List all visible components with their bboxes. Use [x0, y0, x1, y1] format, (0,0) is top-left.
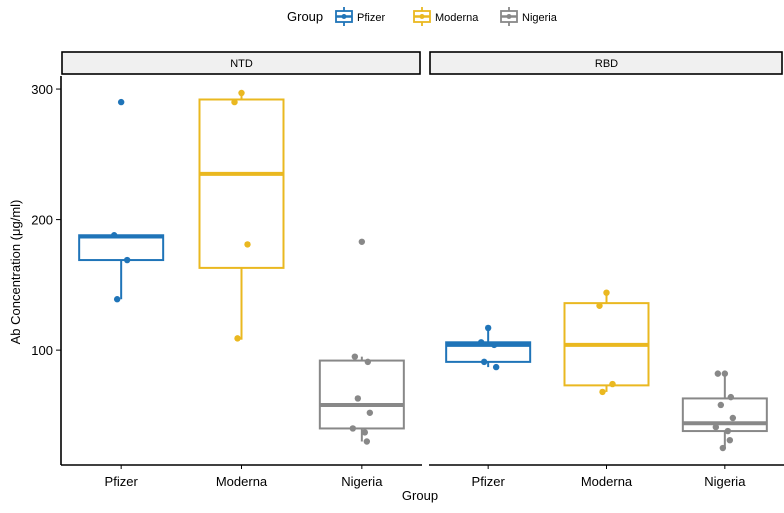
legend-item-pfizer: Pfizer [335, 7, 385, 26]
x-tick-label: Pfizer [105, 474, 139, 489]
box [681, 397, 768, 433]
data-point [596, 302, 603, 309]
data-point [712, 423, 720, 431]
x-tick-label: Pfizer [472, 474, 506, 489]
y-tick-label: 300 [31, 82, 53, 97]
data-point [110, 232, 118, 239]
data-point [351, 353, 359, 360]
legend-key-point [419, 14, 425, 19]
x-tick-label: Nigeria [341, 474, 383, 489]
data-point [726, 436, 734, 444]
x-tick-label: Nigeria [704, 474, 746, 489]
data-point [729, 414, 737, 422]
data-point [599, 388, 606, 396]
data-point [724, 427, 732, 435]
box [198, 98, 285, 269]
legend-key-point [341, 14, 347, 19]
legend-key-nigeria [500, 7, 518, 26]
facet-strip-label: NTD [230, 58, 253, 70]
box-nigeria [318, 238, 405, 445]
data-point [727, 393, 735, 401]
legend-title: Group [287, 9, 323, 24]
panel-ntd: NTD Pfizer Moderna Nigeria [61, 51, 422, 489]
x-axis-title: Group [402, 488, 438, 503]
box-moderna [198, 89, 285, 342]
data-point [714, 370, 722, 377]
legend-label: Pfizer [357, 12, 385, 24]
y-tick-label: 200 [31, 213, 53, 228]
data-point [113, 296, 121, 303]
box [445, 341, 532, 363]
y-axis-title: Ab Concentration (μg/ml) [8, 200, 23, 345]
x-tick-label: Moderna [581, 474, 633, 489]
legend: Group Pfizer Moderna Nigeria [287, 7, 558, 26]
y-tick-label: 100 [31, 343, 53, 358]
legend-label: Nigeria [522, 12, 558, 24]
legend-item-moderna: Moderna [413, 7, 479, 26]
box-moderna [563, 289, 650, 396]
data-point [231, 98, 238, 106]
legend-key-pfizer [335, 7, 353, 26]
data-point [358, 238, 366, 245]
data-point [603, 289, 610, 296]
panel-rbd: RBD Pfizer Moderna Nigeria [429, 51, 784, 489]
data-point [477, 339, 485, 346]
box-pfizer [445, 324, 532, 371]
data-point [349, 425, 357, 432]
data-point [609, 380, 616, 388]
box [78, 234, 165, 262]
facet-strip-label: RBD [595, 58, 618, 70]
data-point [234, 335, 241, 342]
legend-item-nigeria: Nigeria [500, 7, 558, 26]
data-point [484, 324, 492, 332]
facet-strip [61, 51, 421, 75]
data-point [366, 409, 374, 416]
data-point [117, 98, 125, 106]
legend-label: Moderna [435, 12, 479, 24]
box-nigeria [681, 370, 768, 452]
x-tick-label: Moderna [216, 474, 268, 489]
box-pfizer [78, 98, 165, 303]
data-point [490, 341, 498, 349]
data-point [354, 395, 362, 402]
data-point [238, 89, 245, 97]
facet-strip [429, 51, 783, 75]
data-point [123, 256, 131, 264]
data-point [721, 370, 729, 377]
data-point [492, 363, 500, 371]
box [318, 359, 405, 430]
data-point [361, 429, 369, 436]
y-axis: 100 200 300 [31, 76, 62, 465]
data-point [719, 444, 727, 452]
legend-key-point [506, 14, 512, 19]
data-point [364, 358, 372, 366]
data-point [480, 358, 488, 366]
legend-key-moderna [413, 7, 431, 26]
data-point [717, 401, 725, 409]
data-point [244, 241, 251, 248]
data-point [363, 438, 371, 445]
